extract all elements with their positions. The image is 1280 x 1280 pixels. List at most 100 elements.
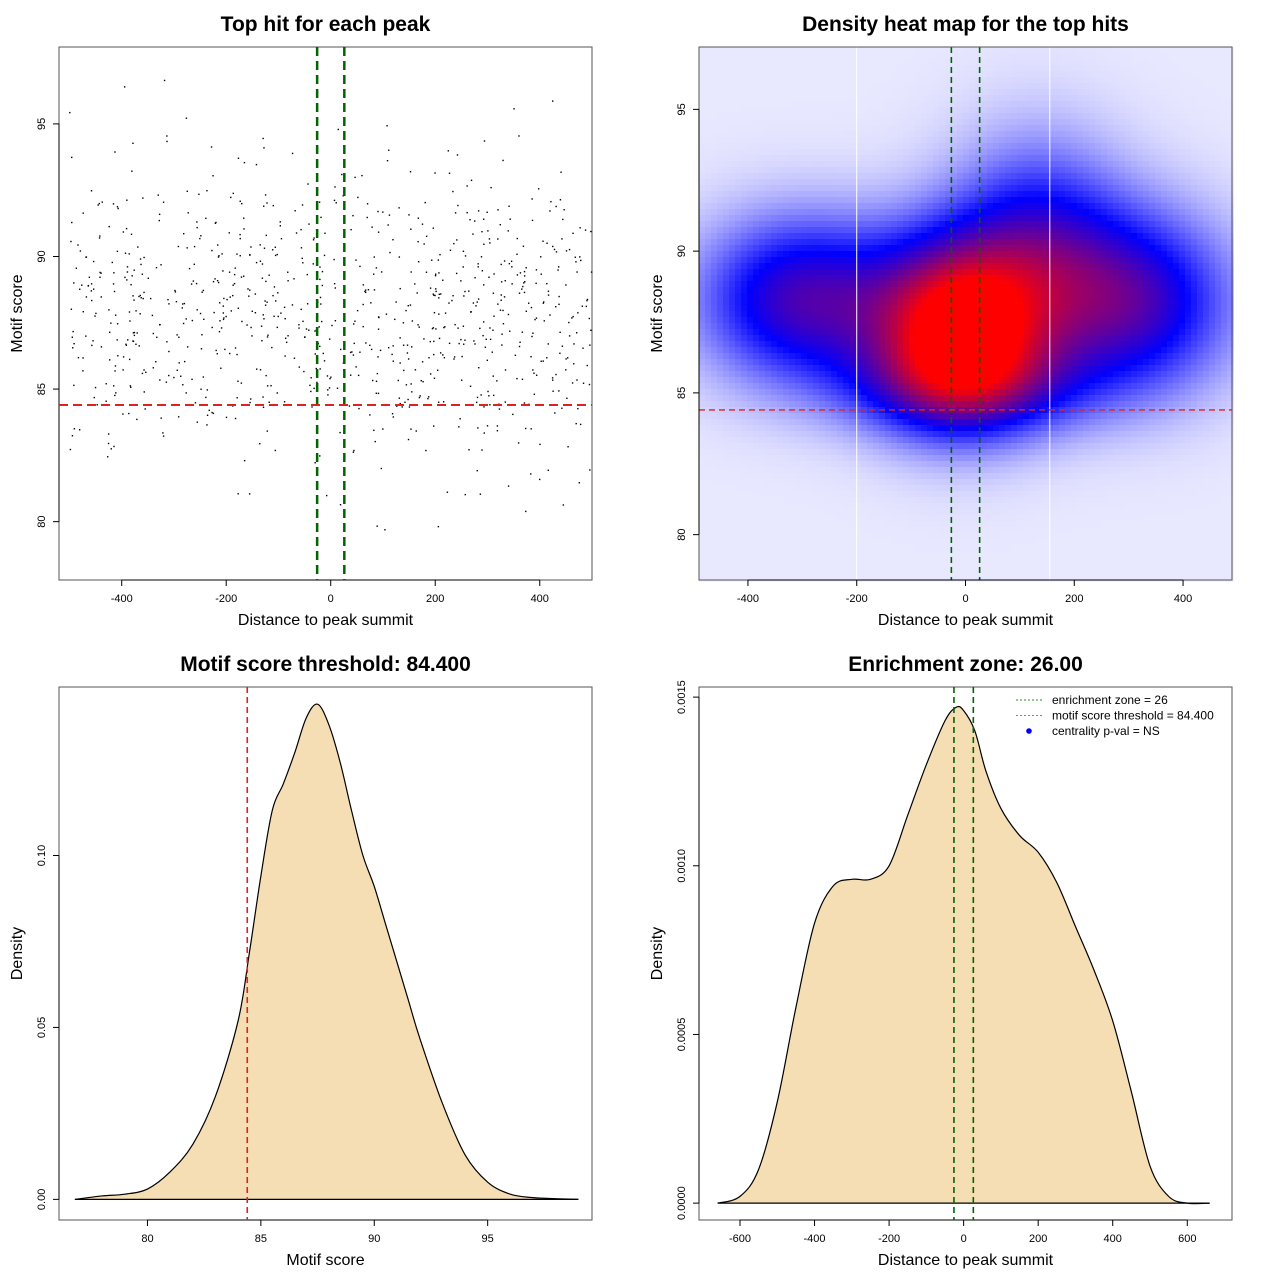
heatmap-cell bbox=[915, 569, 922, 576]
heatmap-cell bbox=[735, 287, 742, 294]
data-point bbox=[240, 382, 243, 384]
heatmap-cell bbox=[885, 209, 892, 216]
heatmap-cell bbox=[777, 569, 784, 576]
heatmap-cell bbox=[813, 497, 820, 504]
heatmap-cell bbox=[807, 185, 814, 192]
data-point bbox=[584, 229, 587, 231]
heatmap-cell bbox=[945, 395, 952, 402]
heatmap-cell bbox=[723, 539, 730, 546]
data-point bbox=[130, 283, 132, 286]
data-point bbox=[183, 232, 185, 235]
heatmap-cell bbox=[831, 149, 838, 156]
heatmap-cell bbox=[735, 269, 742, 276]
heatmap-cell bbox=[801, 143, 808, 150]
data-point bbox=[141, 372, 144, 375]
data-point bbox=[174, 291, 177, 293]
heatmap-cell bbox=[909, 293, 916, 300]
heatmap-cell bbox=[783, 299, 790, 306]
heatmap-cell bbox=[927, 371, 934, 378]
heatmap-cell bbox=[945, 161, 952, 168]
heatmap-cell bbox=[765, 551, 772, 558]
heatmap-cell bbox=[789, 233, 796, 240]
heatmap-cell bbox=[837, 443, 844, 450]
heatmap-cell bbox=[879, 545, 886, 552]
heatmap-cell bbox=[729, 377, 736, 384]
heatmap-cell bbox=[933, 563, 940, 570]
heatmap-cell bbox=[795, 209, 802, 216]
data-point bbox=[486, 211, 488, 213]
heatmap-cell bbox=[795, 425, 802, 432]
heatmap-cell bbox=[801, 557, 808, 564]
heatmap-cell bbox=[801, 161, 808, 168]
heatmap-cell bbox=[837, 509, 844, 516]
heatmap-cell bbox=[777, 479, 784, 486]
heatmap-cell bbox=[849, 251, 856, 258]
heatmap-cell bbox=[735, 251, 742, 258]
heatmap-cell bbox=[939, 425, 946, 432]
heatmap-cell bbox=[951, 473, 958, 480]
data-point bbox=[213, 311, 215, 314]
heatmap-cell bbox=[753, 125, 760, 132]
data-point bbox=[143, 291, 145, 294]
heatmap-cell bbox=[771, 491, 778, 498]
heatmap-cell bbox=[933, 77, 940, 84]
heatmap-cell bbox=[933, 557, 940, 564]
heatmap-cell bbox=[747, 131, 754, 138]
data-point bbox=[162, 435, 165, 437]
heatmap-cell bbox=[717, 371, 724, 378]
heatmap-cell bbox=[831, 47, 838, 54]
heatmap-cell bbox=[963, 455, 970, 462]
heatmap-cell bbox=[819, 467, 826, 474]
heatmap-cell bbox=[759, 467, 766, 474]
heatmap-cell bbox=[759, 47, 766, 54]
heatmap-cell bbox=[927, 461, 934, 468]
heatmap-cell bbox=[705, 203, 712, 210]
heatmap-cell bbox=[825, 281, 832, 288]
data-point bbox=[458, 342, 460, 345]
data-point bbox=[225, 315, 227, 318]
data-point bbox=[555, 373, 557, 376]
heatmap-cell bbox=[789, 281, 796, 288]
heatmap-cell bbox=[831, 77, 838, 84]
heatmap-cell bbox=[879, 77, 886, 84]
heatmap-cell bbox=[861, 497, 868, 504]
heatmap-cell bbox=[951, 251, 958, 258]
heatmap-cell bbox=[957, 521, 964, 528]
data-point bbox=[352, 354, 355, 356]
heatmap-cell bbox=[819, 221, 826, 228]
heatmap-cell bbox=[771, 203, 778, 210]
heatmap-cell bbox=[969, 371, 976, 378]
heatmap-cell bbox=[783, 371, 790, 378]
heatmap-cell bbox=[945, 47, 952, 54]
heatmap-cell bbox=[789, 509, 796, 516]
heatmap-cell bbox=[933, 65, 940, 72]
heatmap-cell bbox=[879, 281, 886, 288]
heatmap-cell bbox=[855, 305, 862, 312]
heatmap-cell bbox=[759, 89, 766, 96]
heatmap-cell bbox=[909, 167, 916, 174]
data-point bbox=[237, 157, 240, 159]
data-point bbox=[283, 401, 286, 403]
data-point bbox=[482, 334, 484, 337]
heatmap-cell bbox=[951, 191, 958, 198]
data-point bbox=[230, 310, 233, 312]
heatmap-cell bbox=[915, 71, 922, 78]
heatmap-cell bbox=[837, 467, 844, 474]
heatmap-cell bbox=[903, 89, 910, 96]
heatmap-cell bbox=[777, 311, 784, 318]
heatmap-cell bbox=[699, 443, 706, 450]
heatmap-cell bbox=[735, 155, 742, 162]
data-point bbox=[234, 347, 237, 349]
heatmap-cell bbox=[699, 173, 706, 180]
heatmap-cell bbox=[735, 305, 742, 312]
heatmap-cell bbox=[765, 215, 772, 222]
heatmap-cell bbox=[729, 539, 736, 546]
data-point bbox=[503, 260, 506, 262]
data-point bbox=[142, 197, 144, 199]
heatmap-cell bbox=[915, 251, 922, 258]
heatmap-cell bbox=[801, 287, 808, 294]
heatmap-cell bbox=[717, 419, 724, 426]
heatmap-cell bbox=[915, 389, 922, 396]
heatmap-cell bbox=[921, 179, 928, 186]
heatmap-cell bbox=[909, 251, 916, 258]
